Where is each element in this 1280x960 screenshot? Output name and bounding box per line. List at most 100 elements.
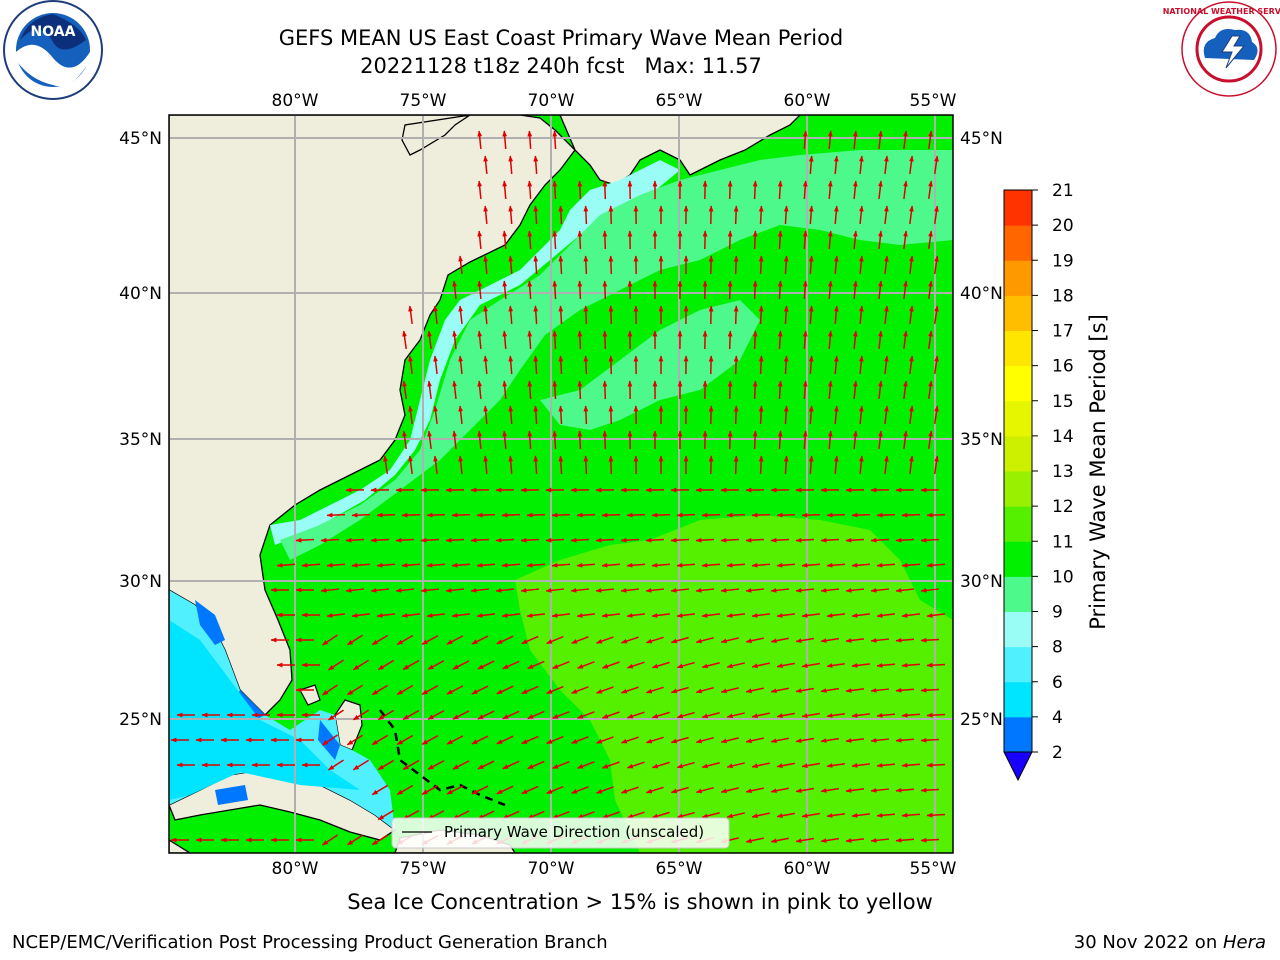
colorbar-label: 8 bbox=[1052, 638, 1063, 658]
wave-direction-arrow bbox=[608, 255, 614, 275]
wave-direction-arrow bbox=[758, 205, 764, 225]
wave-direction-arrow bbox=[833, 255, 839, 275]
wave-direction-arrow bbox=[471, 785, 489, 795]
wave-direction-arrow bbox=[670, 537, 690, 543]
wave-direction-arrow bbox=[402, 330, 407, 350]
colorbar-segment bbox=[1004, 435, 1032, 472]
wave-direction-arrow bbox=[695, 686, 714, 694]
wave-direction-arrow bbox=[552, 330, 558, 350]
wave-direction-arrow bbox=[928, 280, 933, 300]
wave-direction-arrow bbox=[351, 613, 371, 618]
wave-direction-arrow bbox=[920, 687, 940, 693]
wave-direction-arrow bbox=[552, 430, 558, 450]
colorbar-segment bbox=[1004, 330, 1032, 367]
wave-direction-arrow bbox=[570, 537, 590, 543]
wave-direction-arrow bbox=[826, 762, 846, 768]
wave-direction-arrow bbox=[676, 811, 695, 819]
wave-direction-arrow bbox=[508, 155, 514, 175]
wave-direction-arrow bbox=[502, 130, 508, 150]
wave-direction-arrow bbox=[727, 430, 733, 450]
wave-direction-arrow bbox=[377, 759, 395, 771]
wave-direction-arrow bbox=[827, 180, 833, 200]
wave-direction-arrow bbox=[876, 712, 896, 718]
wave-direction-arrow bbox=[552, 180, 558, 200]
lat-label-left: 30°N bbox=[119, 572, 162, 592]
wave-direction-arrow bbox=[626, 613, 646, 618]
wave-direction-arrow bbox=[477, 660, 495, 670]
lon-label-bottom: 80°W bbox=[272, 859, 319, 879]
wave-direction-arrow bbox=[452, 330, 457, 350]
wave-direction-arrow bbox=[920, 537, 940, 543]
wave-direction-arrow bbox=[845, 688, 865, 693]
colorbar-label: 9 bbox=[1052, 603, 1063, 623]
wave-direction-arrow bbox=[876, 762, 896, 768]
wave-direction-arrow bbox=[620, 736, 639, 744]
colorbar-label: 16 bbox=[1052, 357, 1074, 377]
wave-direction-arrow bbox=[903, 380, 908, 400]
wave-direction-arrow bbox=[346, 734, 364, 746]
wave-direction-arrow bbox=[520, 537, 540, 543]
wave-direction-arrow bbox=[720, 687, 739, 694]
wave-direction-arrow bbox=[733, 455, 739, 475]
colorbar-title: Primary Wave Mean Period [s] bbox=[1086, 314, 1110, 630]
wave-direction-arrow bbox=[726, 812, 745, 819]
wave-direction-arrow bbox=[402, 380, 407, 400]
wave-direction-arrow bbox=[626, 512, 646, 518]
wave-direction-arrow bbox=[820, 687, 840, 693]
wave-direction-arrow bbox=[502, 430, 508, 450]
wave-direction-arrow bbox=[933, 355, 939, 375]
wave-direction-arrow bbox=[903, 430, 908, 450]
wave-direction-arrow bbox=[745, 737, 764, 744]
wave-direction-arrow bbox=[695, 736, 714, 744]
wave-direction-arrow bbox=[909, 155, 914, 175]
wave-direction-arrow bbox=[795, 787, 814, 793]
wave-direction-arrow bbox=[770, 587, 790, 593]
wave-direction-arrow bbox=[521, 735, 539, 745]
wave-direction-arrow bbox=[895, 837, 915, 843]
wave-direction-arrow bbox=[477, 430, 483, 450]
wave-direction-arrow bbox=[751, 812, 770, 819]
wave-direction-arrow bbox=[801, 662, 821, 668]
wave-direction-arrow bbox=[552, 230, 558, 250]
wave-direction-arrow bbox=[895, 537, 915, 543]
wave-direction-arrow bbox=[870, 737, 890, 743]
wave-direction-arrow bbox=[733, 405, 739, 425]
wave-direction-arrow bbox=[903, 130, 908, 150]
wave-direction-arrow bbox=[720, 637, 739, 644]
wave-direction-arrow bbox=[777, 280, 783, 300]
wave-direction-arrow bbox=[720, 587, 740, 593]
wave-direction-arrow bbox=[695, 636, 714, 644]
colorbar-label: 17 bbox=[1052, 322, 1074, 342]
wave-direction-arrow bbox=[426, 613, 446, 618]
lat-label-right: 30°N bbox=[960, 572, 1003, 592]
wave-direction-arrow bbox=[602, 230, 608, 250]
nws-logo: NATIONAL WEATHER SERVICE bbox=[1163, 1, 1280, 97]
wave-direction-arrow bbox=[396, 734, 414, 746]
colorbar-label: 12 bbox=[1052, 497, 1074, 517]
wave-direction-arrow bbox=[845, 537, 865, 543]
wave-direction-arrow bbox=[770, 687, 789, 694]
wave-direction-arrow bbox=[876, 662, 896, 668]
wave-direction-arrow bbox=[533, 155, 539, 175]
wave-direction-arrow bbox=[695, 587, 715, 593]
wave-direction-arrow bbox=[533, 355, 539, 375]
wave-direction-arrow bbox=[903, 230, 908, 250]
wave-direction-arrow bbox=[926, 662, 946, 668]
wave-direction-arrow bbox=[770, 537, 790, 543]
wave-direction-arrow bbox=[884, 405, 889, 425]
wave-direction-arrow bbox=[909, 205, 914, 225]
wave-direction-arrow bbox=[595, 786, 614, 794]
wave-direction-arrow bbox=[601, 661, 620, 669]
wave-direction-arrow bbox=[783, 405, 789, 425]
colorbar-label: 14 bbox=[1052, 427, 1074, 447]
wave-direction-arrow bbox=[326, 613, 346, 618]
colorbar-segment bbox=[1004, 365, 1032, 402]
wave-direction-arrow bbox=[645, 686, 664, 694]
wave-direction-arrow bbox=[476, 512, 496, 518]
wave-direction-arrow bbox=[851, 663, 871, 668]
wave-direction-arrow bbox=[446, 735, 464, 745]
wave-direction-arrow bbox=[727, 180, 733, 200]
wave-direction-arrow bbox=[552, 380, 558, 400]
wave-direction-arrow bbox=[508, 405, 514, 425]
wave-direction-arrow bbox=[801, 562, 821, 568]
